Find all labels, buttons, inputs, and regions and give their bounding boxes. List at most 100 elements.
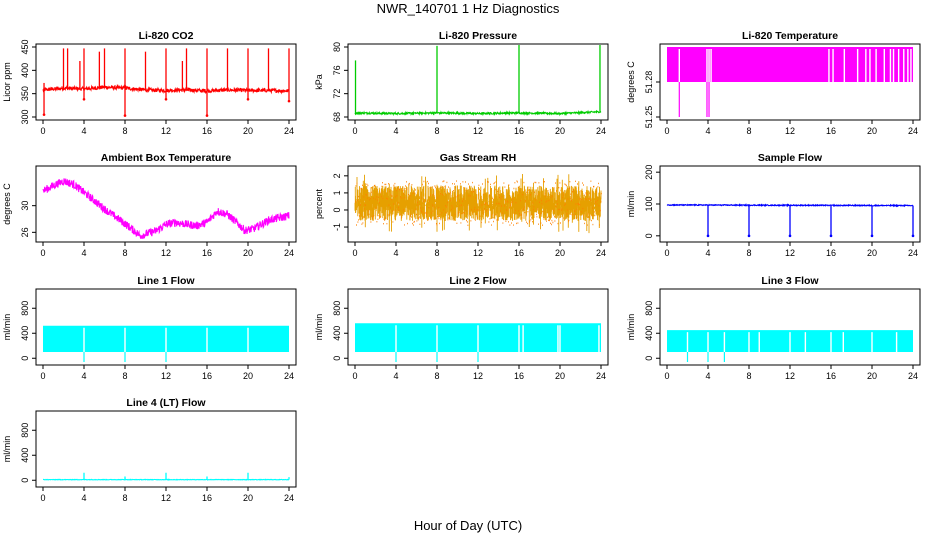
plot-frame <box>659 288 921 366</box>
x-tick-label: 12 <box>161 248 171 258</box>
x-tick-label: 16 <box>826 371 836 381</box>
x-tick-label: 20 <box>243 493 253 503</box>
x-tick-label: 12 <box>785 248 795 258</box>
y-axis-label: ml/min <box>626 314 636 341</box>
y-axis-label: ml/min <box>626 191 636 218</box>
x-tick-label: 8 <box>122 371 127 381</box>
y-tick-label: 400 <box>20 63 30 78</box>
spike-point <box>42 113 46 116</box>
y-tick-label: 800 <box>644 301 654 316</box>
y-tick-label: 68 <box>332 112 342 122</box>
x-tick-label: 4 <box>393 248 398 258</box>
y-tick-label: 0 <box>20 478 30 483</box>
x-tick-label: 0 <box>40 493 45 503</box>
x-tick-label: 8 <box>434 248 439 258</box>
x-tick-label: 0 <box>352 371 357 381</box>
x-tick-label: 0 <box>40 248 45 258</box>
x-tick-label: 16 <box>202 371 212 381</box>
x-tick-label: 16 <box>202 493 212 503</box>
panel-1: Li-820 CO2 Licor ppm 0 4 8 12 16 20 24 300 350 400 4… <box>2 30 297 136</box>
panel-title: Gas Stream RH <box>440 152 516 164</box>
x-tick-label: 8 <box>122 493 127 503</box>
x-tick-label: 16 <box>826 248 836 258</box>
y-tick-label: 400 <box>20 326 30 341</box>
data-series <box>667 330 913 362</box>
panel-6: Sample Flow ml/min 0 4 8 12 16 20 24 0 100 200 <box>626 152 921 258</box>
x-tick-label: 24 <box>284 493 294 503</box>
y-tick-label: 400 <box>20 448 30 463</box>
x-tick-label: 16 <box>514 371 524 381</box>
x-tick-label: 16 <box>514 126 524 136</box>
panel-title: Li-820 Temperature <box>742 30 838 42</box>
spike-point <box>829 234 833 238</box>
series-points <box>355 180 602 226</box>
x-tick-label: 8 <box>746 371 751 381</box>
x-tick-label: 20 <box>243 126 253 136</box>
data-series <box>43 472 290 481</box>
x-tick-label: 20 <box>243 248 253 258</box>
spike-point <box>788 234 792 238</box>
x-tick-label: 16 <box>514 248 524 258</box>
x-tick-label: 12 <box>473 126 483 136</box>
x-tick-label: 12 <box>161 371 171 381</box>
x-tick-label: 4 <box>705 126 710 136</box>
x-tick-label: 20 <box>555 126 565 136</box>
data-series <box>354 45 602 117</box>
y-tick-label: 300 <box>20 109 30 124</box>
x-tick-label: 24 <box>284 248 294 258</box>
x-tick-label: 24 <box>908 371 918 381</box>
y-axis-label: percent <box>314 188 324 219</box>
panel-title: Ambient Box Temperature <box>101 152 232 164</box>
y-axis-label: ml/min <box>2 314 12 341</box>
y-tick-label: 400 <box>332 326 342 341</box>
panel-title: Line 3 Flow <box>761 275 819 287</box>
x-tick-label: 8 <box>746 126 751 136</box>
x-tick-label: 24 <box>596 126 606 136</box>
y-tick-label: 800 <box>20 423 30 438</box>
x-tick-label: 20 <box>867 126 877 136</box>
panel-title: Sample Flow <box>758 152 823 164</box>
y-tick-label: -1 <box>332 223 342 231</box>
x-tick-label: 0 <box>352 126 357 136</box>
x-tick-label: 20 <box>555 248 565 258</box>
x-tick-label: 24 <box>908 248 918 258</box>
spike-point <box>123 114 127 117</box>
spike-point <box>246 97 250 101</box>
y-axis-label: degrees C <box>2 183 12 225</box>
y-tick-label: 1 <box>332 190 342 195</box>
x-tick-label: 0 <box>664 248 669 258</box>
y-axis-label: degrees C <box>626 61 636 103</box>
plot-frame <box>347 43 609 121</box>
x-tick-label: 24 <box>284 126 294 136</box>
spike-point <box>287 99 291 103</box>
y-tick-label: 80 <box>332 42 342 52</box>
x-tick-label: 0 <box>664 126 669 136</box>
y-tick-label: 51.28 <box>644 71 654 94</box>
panel-3: Li-820 Temperature degrees C 0 4 8 12 16 20 24 51… <box>626 30 921 136</box>
y-tick-label: 76 <box>332 65 342 75</box>
y-axis-label: ml/min <box>314 314 324 341</box>
x-tick-label: 24 <box>596 248 606 258</box>
series-line <box>354 109 602 117</box>
y-tick-label: 0 <box>644 356 654 361</box>
spike-point <box>706 234 710 238</box>
data-series <box>355 323 601 362</box>
x-tick-label: 12 <box>161 493 171 503</box>
x-tick-label: 4 <box>81 493 86 503</box>
x-tick-label: 12 <box>473 371 483 381</box>
y-tick-label: 0 <box>20 356 30 361</box>
panel-title: Li-820 CO2 <box>139 30 194 42</box>
x-tick-label: 4 <box>81 371 86 381</box>
panel-2: Li-820 Pressure kPa 0 4 8 12 16 20 24 68 72 76 80 <box>314 30 609 136</box>
x-tick-label: 8 <box>434 371 439 381</box>
panel-4: Ambient Box Temperature degrees C 0 4 8 12 16 2… <box>2 152 297 258</box>
panel-title: Line 1 Flow <box>137 275 195 287</box>
spike-point <box>205 114 209 117</box>
spike-point <box>870 234 874 238</box>
x-tick-label: 4 <box>705 248 710 258</box>
y-tick-label: 100 <box>644 196 654 211</box>
data-series <box>354 174 602 234</box>
y-tick-label: 0 <box>644 233 654 238</box>
